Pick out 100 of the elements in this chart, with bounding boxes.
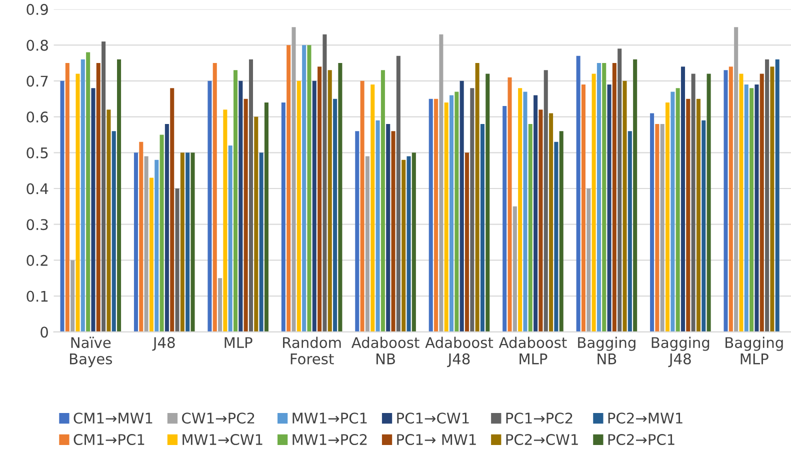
- y-tick-label: 0.4: [26, 183, 48, 194]
- y-tick-label: 0: [40, 326, 48, 338]
- bar: [528, 124, 532, 332]
- bar: [544, 70, 548, 332]
- bar: [312, 80, 316, 332]
- legend-label: MW1→CW1: [182, 434, 262, 446]
- bar: [139, 142, 144, 332]
- bar: [164, 124, 169, 332]
- bar: [439, 34, 444, 332]
- bar: [508, 77, 512, 332]
- bar: [728, 66, 733, 332]
- bar: [428, 98, 433, 332]
- bar: [160, 134, 164, 332]
- y-tick-label: 0.1: [26, 290, 48, 302]
- legend-label: MW1→PC1: [292, 412, 367, 424]
- legend-label: PC2→CW1: [506, 434, 578, 446]
- bar: [618, 48, 622, 332]
- bar: [117, 59, 122, 332]
- bar: [607, 84, 612, 332]
- bar: [96, 63, 100, 332]
- bar: [170, 88, 174, 332]
- bar: [650, 113, 654, 332]
- x-tick-label: Bagging MLP: [726, 336, 783, 364]
- bar: [633, 59, 638, 332]
- bar: [318, 66, 322, 332]
- bar: [286, 45, 291, 332]
- bar: [696, 98, 700, 332]
- bar: [338, 63, 342, 332]
- bar: [391, 131, 396, 332]
- bar: [502, 106, 507, 332]
- bar: [775, 59, 780, 332]
- bar: [175, 188, 180, 332]
- bar: [264, 102, 268, 332]
- bar: [739, 74, 744, 332]
- bar: [518, 88, 522, 332]
- legend-label: PC2→PC1: [608, 434, 674, 446]
- bar: [281, 102, 286, 332]
- bar: [386, 124, 390, 332]
- bar: [691, 74, 696, 332]
- bar: [592, 74, 596, 332]
- bar: [154, 160, 159, 332]
- bar: [254, 116, 258, 332]
- bar: [70, 260, 75, 332]
- bar: [149, 178, 154, 332]
- bar: [259, 152, 264, 332]
- bar: [576, 56, 580, 332]
- bar: [454, 92, 459, 332]
- bar: [660, 124, 664, 332]
- bar: [91, 88, 96, 332]
- bar: [754, 84, 759, 332]
- bar: [534, 95, 538, 332]
- bar: [760, 74, 764, 332]
- bar: [106, 110, 111, 332]
- bar: [102, 41, 106, 332]
- bar: [190, 152, 195, 332]
- bar: [702, 120, 706, 332]
- bar: [307, 45, 312, 332]
- bar: [750, 88, 754, 332]
- bar: [144, 156, 148, 332]
- bar: [596, 63, 601, 332]
- legend-label: MW1→PC2: [292, 434, 367, 446]
- bar: [724, 70, 728, 332]
- bar: [450, 95, 454, 332]
- legend-label: CM1→MW1: [74, 412, 152, 424]
- bar: [538, 110, 543, 332]
- bar: [581, 84, 586, 332]
- x-tick-label: J48: [152, 337, 175, 351]
- legend-label: PC2→MW1: [608, 412, 682, 424]
- y-tick-label: 0.9: [26, 4, 48, 15]
- bar: [670, 92, 675, 332]
- bar: [228, 145, 232, 332]
- x-tick-label: Bagging NB: [578, 336, 636, 364]
- bar: [355, 131, 360, 332]
- bar: [186, 152, 190, 332]
- bar: [208, 80, 212, 332]
- x-tick-label: Random Forest: [283, 336, 341, 364]
- bar: [549, 113, 554, 332]
- bar: [680, 66, 686, 332]
- bar: [365, 156, 370, 332]
- y-tick-label: 0.8: [26, 40, 48, 51]
- y-tick-label: 0.7: [26, 76, 48, 87]
- bar: [212, 63, 217, 332]
- legend-label: CM1→PC1: [74, 434, 144, 446]
- x-tick-label: Naïve Bayes: [70, 336, 112, 368]
- bar: [360, 80, 364, 332]
- bar: [602, 63, 606, 332]
- bar: [134, 152, 138, 332]
- bar: [333, 98, 338, 332]
- bar: [744, 84, 748, 332]
- bar: [292, 27, 296, 332]
- bar: [612, 63, 616, 332]
- bar: [475, 63, 480, 332]
- bar: [460, 80, 464, 332]
- bar: [770, 66, 774, 332]
- bar: [86, 52, 90, 332]
- bar: [180, 152, 184, 332]
- bar: [328, 70, 332, 332]
- bar: [244, 98, 248, 332]
- bar: [302, 45, 306, 332]
- x-tick-label: MLP: [224, 337, 252, 348]
